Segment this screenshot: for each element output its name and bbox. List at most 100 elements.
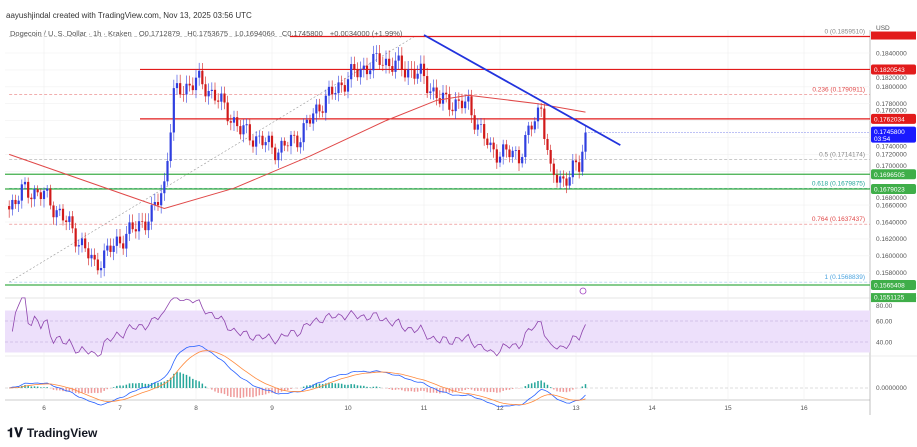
candle xyxy=(36,189,39,193)
candle xyxy=(125,233,128,249)
candle xyxy=(122,243,125,249)
candle xyxy=(479,124,483,125)
candle xyxy=(103,250,106,269)
candle xyxy=(467,96,470,102)
candle xyxy=(388,58,391,67)
candle xyxy=(416,73,419,79)
candle xyxy=(483,124,486,139)
y-tick-label: 0.1840000 xyxy=(876,50,907,57)
candle xyxy=(451,109,454,112)
ohlc-legend: Dogecoin / U. S. Dollar · 1h · Kraken O0… xyxy=(10,29,407,38)
candle xyxy=(153,201,156,206)
open-value: O0.1712879 xyxy=(138,29,181,38)
x-tick-label: 16 xyxy=(800,405,808,412)
candle xyxy=(334,93,337,95)
x-tick-label: 11 xyxy=(421,405,428,412)
price-badge xyxy=(871,184,916,195)
candle xyxy=(49,188,52,206)
candle xyxy=(568,177,571,186)
candle xyxy=(400,55,403,70)
candle xyxy=(410,69,413,71)
candle xyxy=(350,64,353,80)
price-badge xyxy=(871,113,916,124)
y-tick-label: 0.1620000 xyxy=(876,236,907,243)
symbol-label[interactable]: Dogecoin / U. S. Dollar · 1h · Kraken xyxy=(10,29,132,38)
rsi-tick-label: 60.00 xyxy=(876,318,893,325)
candle xyxy=(74,228,77,247)
candle xyxy=(445,92,448,95)
candle xyxy=(280,140,283,153)
candle xyxy=(131,222,134,230)
author-caption: aayushjindal created with TradingView.co… xyxy=(6,11,252,20)
candle xyxy=(337,82,340,94)
candle xyxy=(213,89,217,101)
candle xyxy=(429,91,432,94)
price-badge-top xyxy=(871,31,916,40)
price-badge xyxy=(871,169,916,180)
candle xyxy=(84,238,87,249)
candle xyxy=(226,102,229,122)
price-badge-label: 0.1820543 xyxy=(874,67,905,74)
candle xyxy=(324,95,327,113)
candle xyxy=(384,58,388,66)
candle xyxy=(58,208,61,211)
candle xyxy=(185,83,188,95)
candle xyxy=(448,94,451,110)
candle xyxy=(17,200,20,205)
candle xyxy=(93,254,96,260)
candle xyxy=(11,199,14,210)
candle xyxy=(261,135,264,146)
candle xyxy=(137,221,141,232)
y-tick-label: 0.1800000 xyxy=(876,84,907,91)
candle xyxy=(156,201,160,206)
y-tick-label: 0.1660000 xyxy=(876,202,907,209)
candle xyxy=(514,150,517,151)
candle xyxy=(540,107,543,109)
candle xyxy=(559,176,562,183)
candle xyxy=(236,117,239,127)
candle xyxy=(112,245,115,252)
low-value: L0.1694066 xyxy=(235,29,275,38)
candle xyxy=(160,193,163,206)
candle xyxy=(255,136,258,147)
candle xyxy=(378,53,381,65)
candle xyxy=(426,76,429,94)
candle xyxy=(505,144,508,150)
candle xyxy=(521,157,524,164)
candle xyxy=(270,135,274,148)
candle xyxy=(182,94,185,95)
candle xyxy=(172,88,175,133)
candle xyxy=(327,86,331,96)
candle xyxy=(460,100,464,109)
candle xyxy=(115,236,118,246)
candle xyxy=(20,184,23,201)
fib-level-label: 0 (0.1859510) xyxy=(825,29,865,36)
y-tick-label: 0.1740000 xyxy=(876,143,907,150)
x-tick-label: 13 xyxy=(572,405,580,412)
candle xyxy=(248,124,251,141)
candle xyxy=(508,149,511,158)
candle xyxy=(166,161,169,182)
candle xyxy=(331,86,334,95)
price-badge xyxy=(871,280,916,291)
candle xyxy=(42,190,46,200)
price-badge xyxy=(871,293,916,303)
rsi-line xyxy=(11,297,586,357)
candle xyxy=(321,111,324,113)
rsi-band xyxy=(5,310,870,353)
y-tick-label: 0.1640000 xyxy=(876,219,907,226)
candle xyxy=(473,115,476,130)
candle xyxy=(419,63,422,74)
candle xyxy=(229,121,232,123)
candle xyxy=(381,64,384,66)
current-price-badge xyxy=(871,126,916,143)
candle xyxy=(403,69,407,78)
x-tick-label: 9 xyxy=(270,405,274,412)
y-tick-label: 0.1820000 xyxy=(876,75,907,82)
x-tick-label: 10 xyxy=(344,405,352,412)
x-tick-label: 7 xyxy=(118,405,122,412)
macd-line xyxy=(9,345,586,408)
candle xyxy=(435,87,438,99)
candle xyxy=(476,124,479,130)
